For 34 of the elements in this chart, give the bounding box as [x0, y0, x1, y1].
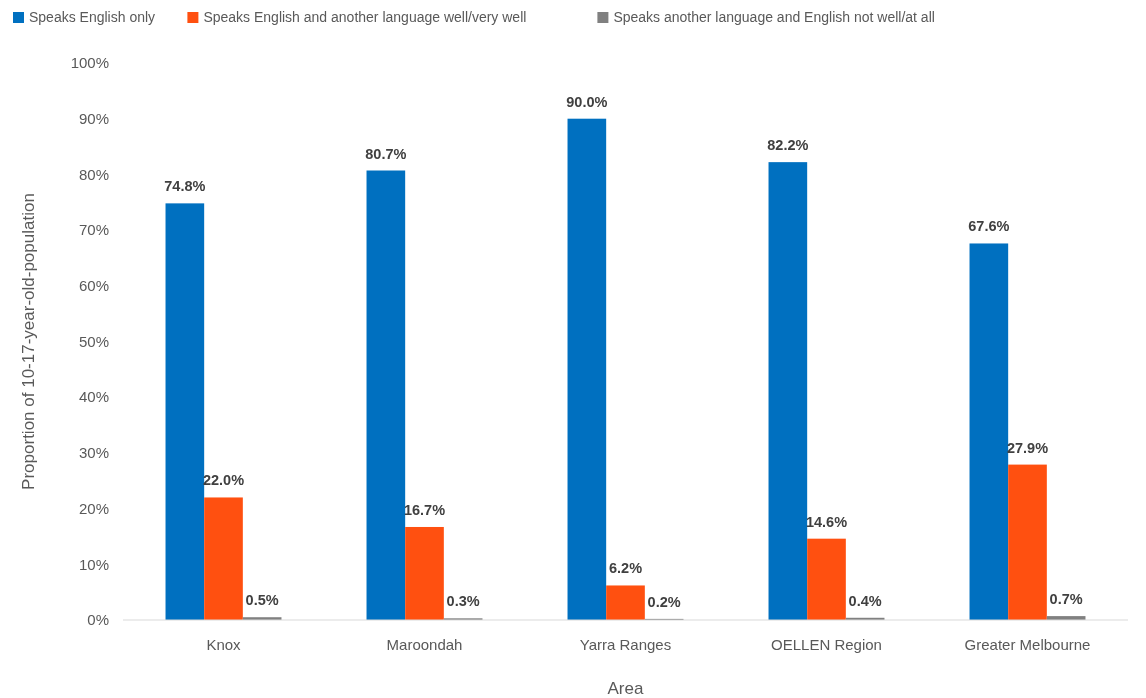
data-label: 14.6% [805, 513, 848, 530]
data-label: 0.3% [446, 593, 480, 610]
data-label: 67.6% [968, 218, 1010, 235]
legend-label: Speaks English only [29, 9, 156, 25]
y-axis-title: Proportion of 10-17-year-old-population [19, 193, 38, 490]
data-label: 80.7% [365, 145, 407, 162]
x-tick-label: Yarra Ranges [579, 636, 672, 653]
data-label: 0.2% [647, 593, 681, 610]
x-tick-label: Greater Melbourne [964, 636, 1091, 653]
data-label: 0.7% [1049, 591, 1083, 608]
y-tick-label: 100% [70, 54, 109, 72]
data-label: 0.5% [245, 592, 279, 609]
x-tick-label: OELLEN Region [771, 636, 882, 653]
x-axis-title: Area [607, 679, 644, 698]
x-tick-label: Maroondah [386, 636, 463, 653]
y-tick-label: 20% [78, 499, 109, 517]
x-tick-label: Knox [206, 636, 242, 653]
y-tick-label: 50% [78, 332, 109, 350]
data-label: 82.2% [767, 137, 809, 154]
data-label: 0.4% [848, 592, 882, 609]
y-tick-label: 90% [78, 109, 109, 127]
y-tick-label: 60% [78, 277, 109, 295]
legend-label: Speaks another language and English not well/at all [613, 9, 935, 25]
y-tick-label: 80% [78, 165, 109, 183]
legend-label: Speaks English and another language well/very well [203, 9, 527, 25]
data-label: 90.0% [566, 93, 608, 110]
y-tick-label: 0% [87, 611, 109, 629]
data-label: 74.8% [164, 178, 206, 195]
data-label: 6.2% [608, 560, 643, 577]
y-tick-label: 10% [78, 555, 109, 573]
data-label: 16.7% [403, 501, 446, 518]
y-tick-label: 30% [78, 444, 109, 462]
y-tick-label: 40% [78, 388, 109, 406]
y-tick-label: 70% [78, 221, 109, 239]
